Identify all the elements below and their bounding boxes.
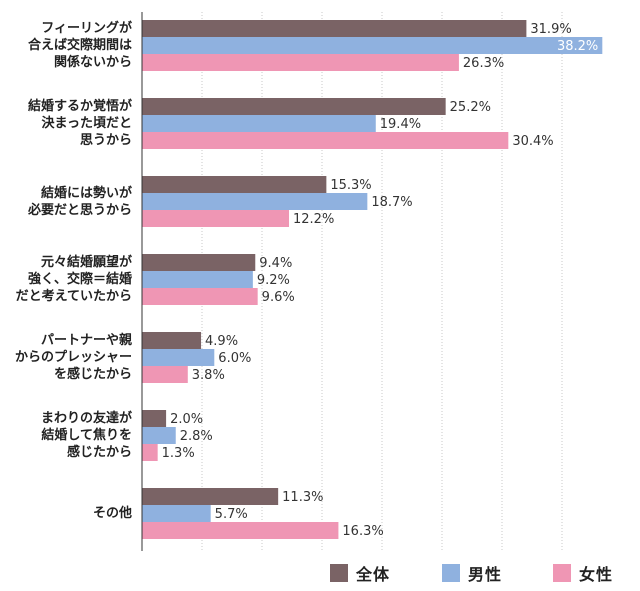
bar-male xyxy=(142,115,376,132)
legend-label-female: 女性 xyxy=(579,565,614,584)
data-label: 9.4% xyxy=(259,256,292,271)
bar-total xyxy=(142,20,527,37)
category-label-line: 結婚して焦りを xyxy=(41,428,132,443)
category-label-line: 元々結婚願望が xyxy=(40,255,132,270)
bar-female xyxy=(142,366,188,383)
category-label-line: まわりの友達が xyxy=(40,411,132,426)
bar-female xyxy=(142,210,290,227)
category-label: 元々結婚願望が強く、交際＝結婚だと考えていたから xyxy=(6,254,132,305)
data-label: 11.3% xyxy=(282,490,323,505)
category-label-line: 強く、交際＝結婚 xyxy=(27,272,132,287)
bar-female xyxy=(142,54,459,71)
data-label: 12.2% xyxy=(293,212,334,227)
data-label: 31.9% xyxy=(530,22,571,37)
category-label-line: からのプレッシャー xyxy=(14,350,132,365)
category-label: パートナーや親からのプレッシャーを感じたから xyxy=(6,332,132,383)
legend-label-total: 全体 xyxy=(356,565,391,584)
category-label-line: 感じたから xyxy=(66,445,132,460)
bar-male xyxy=(142,193,368,210)
bar-total xyxy=(142,488,279,505)
data-label: 1.3% xyxy=(162,446,195,461)
data-label: 26.3% xyxy=(463,56,504,71)
data-label: 3.8% xyxy=(192,368,225,383)
category-label-line: 思うから xyxy=(79,133,132,148)
category-label: 結婚には勢いが 必要だと思うから xyxy=(6,185,132,219)
category-label: まわりの友達が 結婚して焦りを感じたから xyxy=(6,410,132,461)
legend-item-female: 女性 xyxy=(553,563,614,584)
category-label-line: 関係ないから xyxy=(53,55,132,70)
bar-total xyxy=(142,176,327,193)
bar-total xyxy=(142,98,446,115)
legend-label-male: 男性 xyxy=(468,565,503,584)
data-label: 2.8% xyxy=(180,429,213,444)
data-label: 25.2% xyxy=(450,100,491,115)
category-label-line: パートナーや親 xyxy=(40,333,132,348)
category-label: 結婚するか覚悟が決まった頃だと思うから xyxy=(6,98,132,149)
legend-swatch-male xyxy=(442,564,460,582)
category-label-line: 必要だと思うから xyxy=(27,202,132,218)
data-label: 38.2% xyxy=(557,39,598,54)
bar-male xyxy=(142,505,211,522)
category-label-line: を感じたから xyxy=(53,367,132,382)
bar-female xyxy=(142,288,258,305)
category-label: その他 xyxy=(6,505,132,522)
legend-item-male: 男性 xyxy=(442,563,503,584)
category-label-line: 決まった頃だと xyxy=(41,116,132,131)
category-label-line: その他 xyxy=(92,506,132,521)
data-label: 15.3% xyxy=(330,178,371,193)
bar-female xyxy=(142,444,158,461)
category-label-line: 合えば交際期間は xyxy=(27,38,132,53)
category-label-line: フィーリングが xyxy=(41,21,132,36)
data-label: 19.4% xyxy=(380,117,421,132)
legend-item-total: 全体 xyxy=(330,563,391,584)
data-label: 9.2% xyxy=(257,273,290,288)
data-label: 2.0% xyxy=(170,412,203,427)
bar-male xyxy=(142,349,215,366)
data-label: 5.7% xyxy=(215,507,248,522)
bar-male xyxy=(142,37,603,54)
bar-total xyxy=(142,410,167,427)
data-label: 4.9% xyxy=(205,334,238,349)
bar-total xyxy=(142,332,202,349)
bar-male xyxy=(142,427,176,444)
category-label-line: だと考えていたから xyxy=(15,289,132,304)
bar-female xyxy=(142,132,509,149)
data-label: 30.4% xyxy=(512,134,553,149)
bar-female xyxy=(142,522,339,539)
legend-swatch-female xyxy=(553,564,571,582)
data-label: 9.6% xyxy=(262,290,295,305)
category-label-line: 結婚するか覚悟が xyxy=(27,99,132,114)
data-label: 16.3% xyxy=(342,524,383,539)
data-label: 18.7% xyxy=(371,195,412,210)
legend-swatch-total xyxy=(330,564,348,582)
data-label: 6.0% xyxy=(218,351,251,366)
bar-male xyxy=(142,271,253,288)
category-label: フィーリングが合えば交際期間は関係ないから xyxy=(6,20,132,71)
category-label-line: 結婚には勢いが xyxy=(40,185,132,201)
bar-total xyxy=(142,254,256,271)
